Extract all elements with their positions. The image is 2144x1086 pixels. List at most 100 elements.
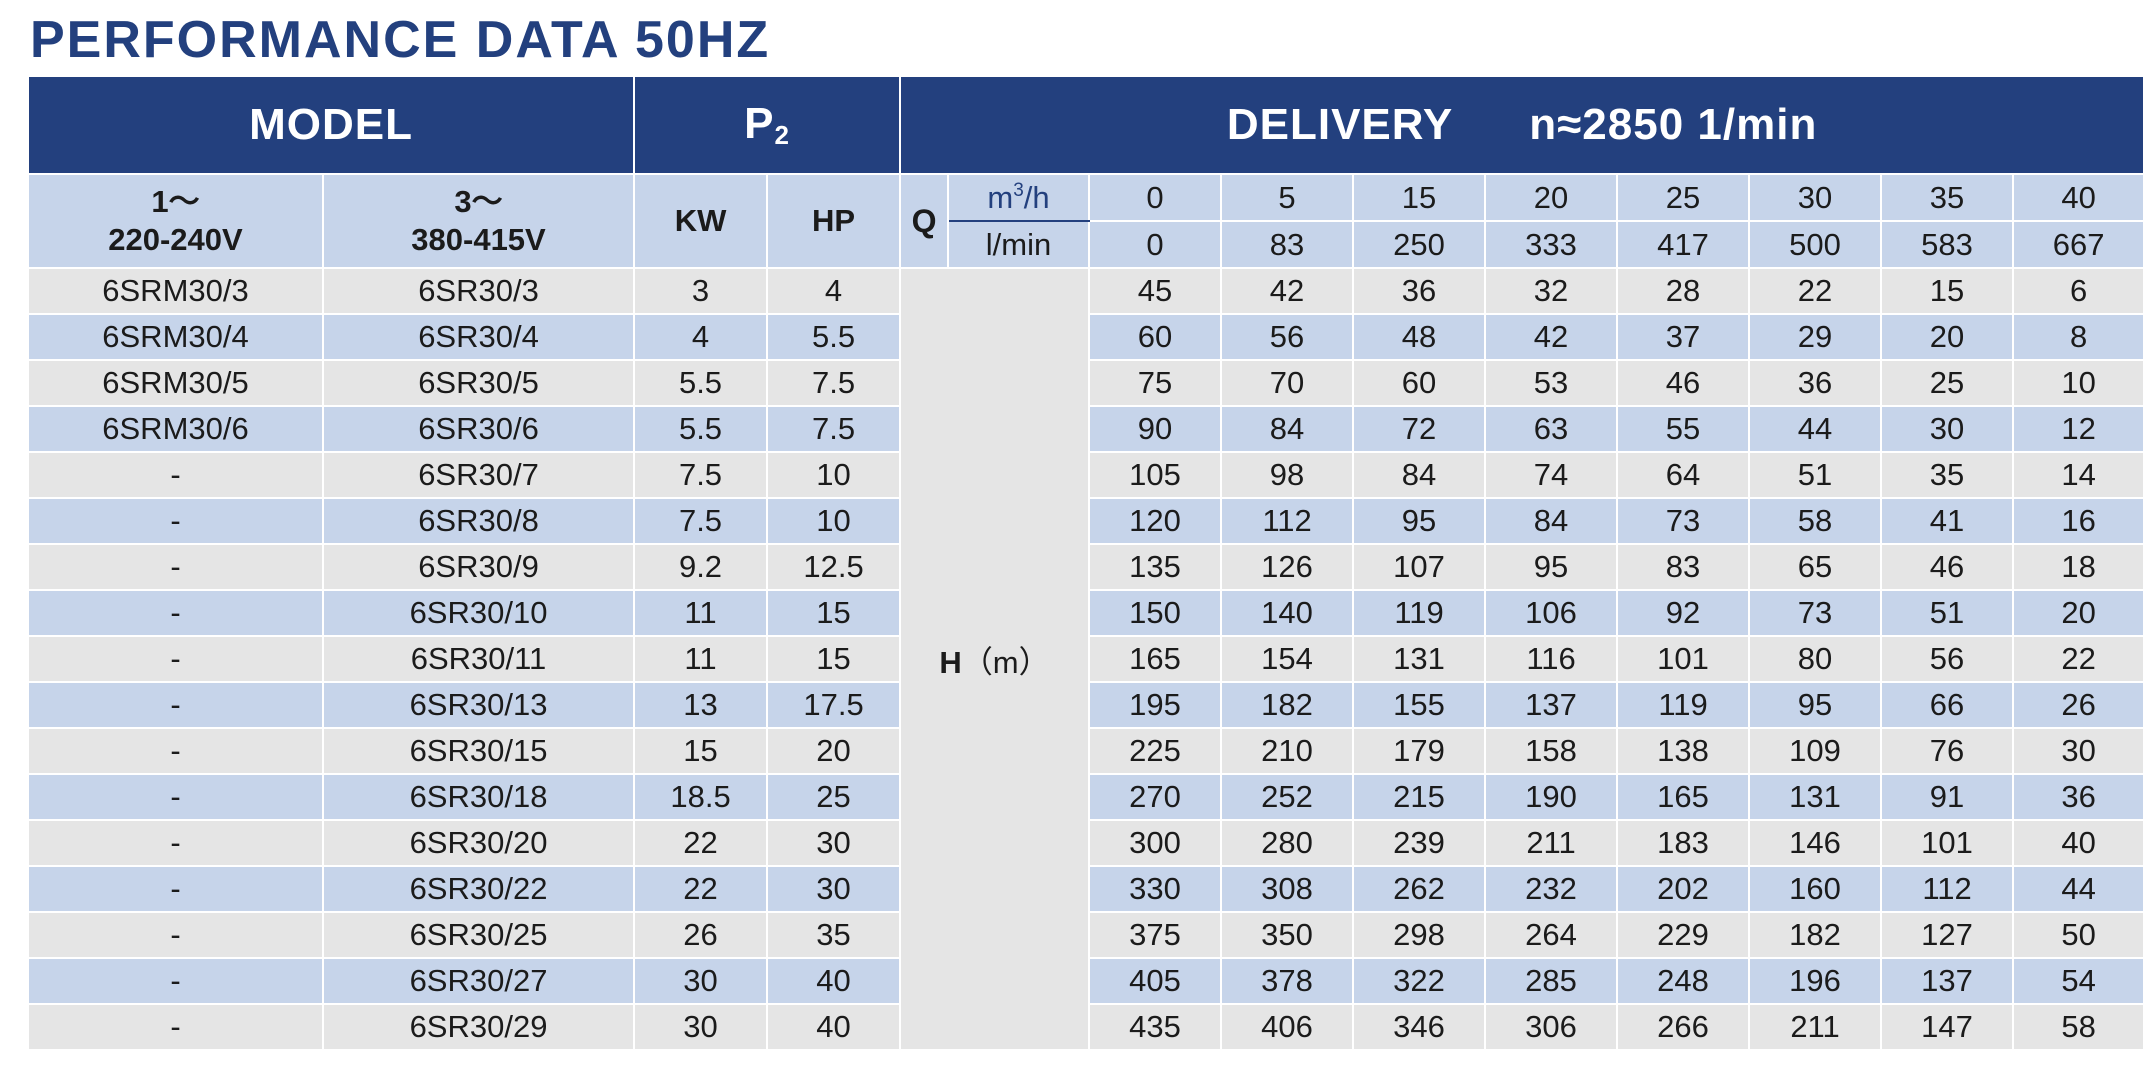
head-value: 182 (1748, 911, 1883, 959)
head-value: 63 (1484, 405, 1619, 453)
head-value: 140 (1220, 589, 1355, 637)
head-value: 146 (1748, 819, 1883, 867)
model-three-phase: 6SR30/20 (321, 819, 636, 867)
model-three-phase: 6SR30/9 (321, 543, 636, 591)
head-value: 137 (1880, 957, 2015, 1005)
model-single-phase: - (27, 957, 324, 1005)
flow-lmin-cell: 333 (1484, 220, 1619, 269)
power-kw: 18.5 (633, 773, 769, 821)
head-value: 46 (1880, 543, 2015, 591)
head-value: 20 (2012, 589, 2144, 637)
head-value: 84 (1352, 451, 1487, 499)
flow-m3h-cell: 5 (1220, 173, 1355, 222)
head-value: 101 (1880, 819, 2015, 867)
flow-lmin-cell: 83 (1220, 220, 1355, 269)
head-value: 64 (1616, 451, 1751, 499)
power-kw: 7.5 (633, 497, 769, 545)
head-value: 37 (1616, 313, 1751, 361)
head-value: 138 (1616, 727, 1751, 775)
model-three-phase: 6SR30/7 (321, 451, 636, 499)
head-value: 98 (1220, 451, 1355, 499)
head-value: 14 (2012, 451, 2144, 499)
head-value: 58 (2012, 1003, 2144, 1051)
head-value: 350 (1220, 911, 1355, 959)
model-header: MODEL (26, 75, 636, 175)
head-value: 25 (1880, 359, 2015, 407)
table-row: -6SR30/20 22 30 300 280 239 211 183 146 101 40 (27, 819, 2144, 867)
head-value: 239 (1352, 819, 1487, 867)
table-row: -6SR30/25 26 35 375 350 298 264 229 182 127 50 (27, 911, 2144, 959)
head-value: 232 (1484, 865, 1619, 913)
head-value: 406 (1220, 1003, 1355, 1051)
head-unit: （m） (961, 644, 1050, 680)
head-value: 84 (1220, 405, 1355, 453)
head-value: 51 (1880, 589, 2015, 637)
power-kw: 15 (633, 727, 769, 775)
power-kw: 11 (633, 589, 769, 637)
head-value: 322 (1352, 957, 1487, 1005)
flow-m3h-cell: 30 (1748, 173, 1883, 222)
head-value: 215 (1352, 773, 1487, 821)
power-kw: 7.5 (633, 451, 769, 499)
model-single-phase: 6SRM30/4 (27, 313, 324, 361)
power-kw: 26 (633, 911, 769, 959)
table-row: 6SRM30/5 6SR30/5 5.5 7.5 75 70 60 53 46 36 25 10 (27, 359, 2144, 407)
head-value: 55 (1616, 405, 1751, 453)
head-value: 210 (1220, 727, 1355, 775)
flow-lmin-cell: 667 (2012, 220, 2144, 269)
head-value: 48 (1352, 313, 1487, 361)
head-value: 106 (1484, 589, 1619, 637)
three-phase-header: 3～ 380-415V (321, 173, 636, 269)
head-value: 73 (1616, 497, 1751, 545)
head-value: 16 (2012, 497, 2144, 545)
head-value: 95 (1748, 681, 1883, 729)
head-value: 182 (1220, 681, 1355, 729)
header-row-flow-lmin: l/min 0 83 250 333 417 500 583 667 (28, 220, 2144, 269)
head-value: 190 (1484, 773, 1619, 821)
head-value: 298 (1352, 911, 1487, 959)
head-value: 53 (1484, 359, 1619, 407)
head-symbol: H (939, 644, 962, 680)
head-value: 73 (1748, 589, 1883, 637)
model-three-phase: 6SR30/13 (321, 681, 636, 729)
head-value: 154 (1220, 635, 1355, 683)
power-hp: 17.5 (766, 681, 902, 729)
power-kw: 9.2 (633, 543, 769, 591)
kw-header: KW (633, 173, 769, 269)
head-value: 285 (1484, 957, 1619, 1005)
table-row: -6SR30/10 11 15 150 140 119 106 92 73 51 20 (27, 589, 2144, 637)
head-value: 42 (1484, 313, 1619, 361)
delivery-header: DELIVERY n≈2850 1/min (899, 75, 2144, 175)
flow-m3h-cell: 0 (1088, 173, 1223, 222)
head-value: 346 (1352, 1003, 1487, 1051)
model-three-phase: 6SR30/4 (321, 313, 636, 361)
head-value: 196 (1748, 957, 1883, 1005)
head-value: 46 (1616, 359, 1751, 407)
power-hp: 10 (766, 497, 902, 545)
head-value: 10 (2012, 359, 2144, 407)
power-kw: 3 (633, 267, 769, 315)
performance-table: MODEL P2 DELIVERY n≈2850 1/min 1～ 220-240V… (26, 75, 2144, 1051)
speed-label: n≈2850 1/min (1529, 100, 1818, 149)
table-row: -6SR30/22 22 30 330 308 262 232 202 160 112 44 (27, 865, 2144, 913)
head-value: 435 (1088, 1003, 1223, 1051)
head-label: H（m） (899, 267, 1091, 1051)
model-three-phase: 6SR30/6 (321, 405, 636, 453)
head-value: 112 (1880, 865, 2015, 913)
head-value: 65 (1748, 543, 1883, 591)
head-value: 60 (1352, 359, 1487, 407)
flow-m3h-cell: 20 (1484, 173, 1619, 222)
model-single-phase: - (27, 727, 324, 775)
head-value: 150 (1088, 589, 1223, 637)
head-value: 266 (1616, 1003, 1751, 1051)
table-body: 6SRM30/3 6SR30/3 3 4 H（m） 45 42 36 32 28 22 15 6 6SRM… (27, 267, 2144, 1051)
header-row-flow-m3h: 1～ 220-240V 3～ 380-415V KW HP Q m3/h 0 5 1… (27, 173, 2144, 269)
model-three-phase: 6SR30/25 (321, 911, 636, 959)
power-kw: 13 (633, 681, 769, 729)
table-row: 6SRM30/6 6SR30/6 5.5 7.5 90 84 72 63 55 44 30 12 (27, 405, 2144, 453)
model-three-phase: 6SR30/29 (321, 1003, 636, 1051)
head-value: 18 (2012, 543, 2144, 591)
flow-m3h-cell: 40 (2012, 173, 2144, 222)
power-kw: 11 (633, 635, 769, 683)
head-value: 95 (1484, 543, 1619, 591)
